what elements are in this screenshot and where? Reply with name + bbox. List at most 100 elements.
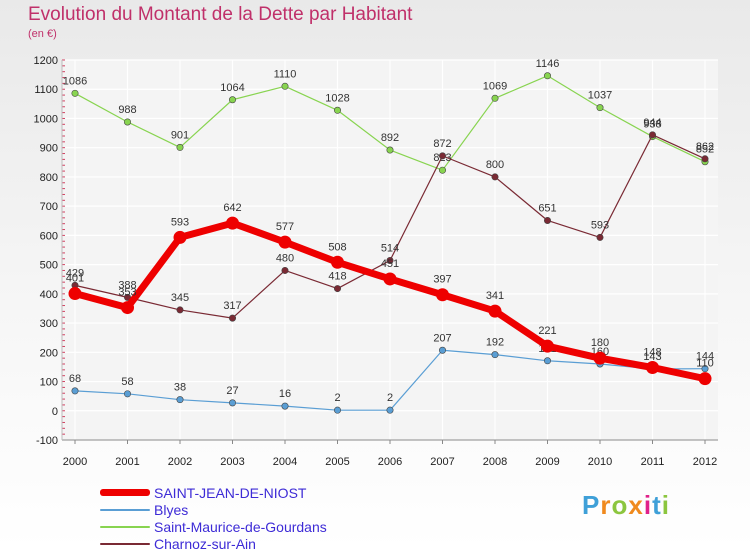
proxiti-logo: Proxiti	[582, 490, 670, 521]
data-label: 148	[643, 347, 661, 359]
x-tick-label: 2012	[693, 456, 717, 468]
data-label: 207	[433, 332, 451, 344]
data-label: 16	[279, 388, 291, 400]
data-label: 852	[696, 144, 714, 156]
x-tick-label: 2010	[588, 456, 612, 468]
data-label: 2	[387, 392, 393, 404]
chart-title: Evolution du Montant de la Dette par Hab…	[28, 4, 413, 25]
data-label: 192	[486, 337, 504, 349]
y-tick-label: 200	[40, 347, 58, 359]
data-point	[438, 166, 446, 174]
data-label: 180	[591, 337, 609, 349]
data-point	[333, 285, 341, 293]
data-label: 901	[171, 129, 189, 141]
data-label: 401	[66, 273, 84, 285]
data-label: 2	[334, 392, 340, 404]
logo-letter: r	[600, 490, 612, 520]
data-point	[386, 257, 394, 265]
data-label: 593	[171, 216, 189, 228]
data-label: 58	[121, 376, 133, 388]
data-point	[386, 406, 394, 414]
logo-letter: t	[652, 490, 662, 520]
data-point	[226, 216, 239, 230]
data-label: 353	[118, 287, 136, 299]
logo-letter: o	[611, 490, 629, 520]
data-point	[383, 272, 397, 286]
data-label: 397	[433, 274, 451, 286]
data-label: 143	[643, 351, 661, 363]
data-point	[488, 304, 502, 318]
data-point	[701, 155, 709, 163]
data-point	[648, 131, 656, 139]
data-label: 68	[69, 373, 81, 385]
legend-swatch	[100, 508, 150, 511]
data-point	[71, 89, 79, 97]
data-point	[124, 118, 132, 126]
legend-item: SAINT-JEAN-DE-NIOST	[100, 484, 327, 501]
data-point	[281, 266, 289, 274]
x-tick-label: 2008	[483, 456, 507, 468]
data-point	[281, 402, 289, 410]
chart-subtitle: (en €)	[28, 28, 57, 40]
data-label: 27	[226, 385, 238, 397]
legend-label: Charnoz-sur-Ain	[154, 535, 256, 552]
data-label: 514	[381, 243, 399, 255]
data-label: 1146	[536, 58, 560, 70]
data-point	[176, 143, 184, 151]
data-label: 418	[328, 271, 346, 283]
logo-letter: P	[582, 490, 601, 520]
data-point	[543, 72, 551, 80]
x-tick-label: 2011	[641, 456, 665, 468]
data-point	[646, 361, 659, 375]
data-label: 110	[696, 358, 714, 370]
data-label: 988	[118, 104, 136, 116]
logo-letter: i	[643, 490, 653, 520]
y-tick-label: 700	[40, 201, 58, 213]
y-tick-label: 1200	[34, 55, 58, 67]
y-tick-label: 900	[40, 143, 58, 155]
data-point	[71, 387, 79, 395]
legend-label: Blyes	[154, 501, 189, 518]
y-tick-label: 1000	[34, 113, 58, 125]
data-label: 1064	[220, 82, 244, 94]
data-label: 1037	[588, 90, 612, 102]
data-label: 892	[381, 132, 399, 144]
data-point	[593, 351, 607, 365]
legend-item: Blyes	[100, 501, 327, 518]
x-tick-label: 2009	[535, 456, 559, 468]
data-label: 642	[223, 202, 241, 214]
data-point	[229, 399, 237, 407]
legend-label: Saint-Maurice-de-Gourdans	[154, 518, 327, 535]
legend-swatch	[100, 525, 150, 528]
data-point	[331, 255, 344, 269]
data-label: 144	[696, 351, 714, 363]
data-point	[541, 339, 554, 353]
data-label: 388	[118, 279, 136, 291]
data-label: 872	[433, 138, 451, 150]
data-point	[229, 314, 237, 322]
data-label: 317	[223, 300, 241, 312]
data-point	[491, 94, 499, 102]
logo-letter: x	[628, 490, 644, 520]
legend-swatch	[100, 489, 150, 496]
y-tick-label: 0	[52, 406, 58, 418]
data-label: 429	[66, 267, 84, 279]
legend-swatch	[100, 542, 150, 545]
logo-letter: i	[661, 490, 670, 520]
data-point	[333, 106, 341, 114]
data-label: 480	[276, 252, 294, 264]
data-label: 221	[538, 325, 556, 337]
y-tick-label: 100	[40, 377, 58, 389]
data-label: 345	[171, 292, 189, 304]
data-point	[701, 365, 709, 373]
data-point	[698, 372, 712, 386]
data-point	[596, 104, 604, 112]
data-point	[278, 235, 292, 249]
data-point	[176, 306, 184, 314]
data-point	[543, 216, 551, 224]
data-point	[543, 357, 551, 365]
y-tick-label: 1100	[34, 84, 58, 96]
data-point	[438, 152, 446, 160]
data-label: 862	[696, 141, 714, 153]
